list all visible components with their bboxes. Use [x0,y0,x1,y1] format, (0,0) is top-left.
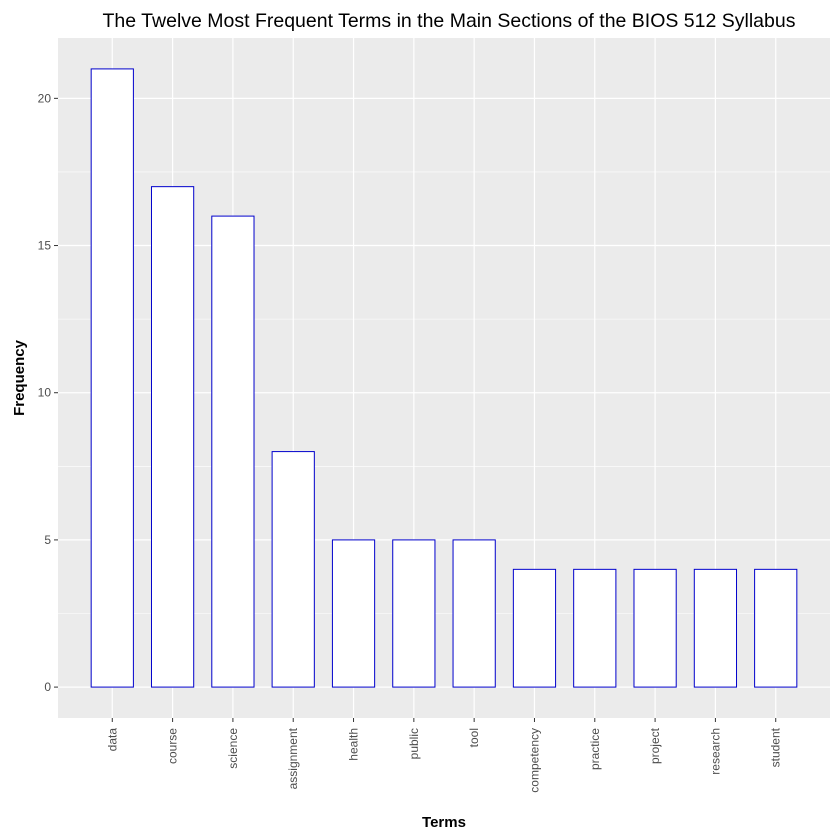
x-tick-label-course: course [166,728,180,764]
bar-project [633,568,677,688]
y-tick-label: 0 [44,680,51,694]
bar-course [150,186,195,688]
y-tick-label: 20 [38,91,52,105]
x-tick-label-data: data [105,728,119,752]
bar-student [754,568,798,688]
bar-health [331,539,376,688]
x-tick-label-public: public [407,728,421,759]
y-axis: 0 5 10 15 20 [38,91,58,694]
bars [90,68,798,688]
y-tick-label: 10 [38,386,52,400]
bar-public [392,539,436,688]
bar-research [693,568,738,688]
x-tick-label-student: student [769,727,783,767]
bar-practice [573,568,617,688]
x-tick-label-health: health [347,728,361,761]
x-tick-label-competency: competency [527,728,541,793]
y-tick-label: 15 [38,239,52,253]
bar-competency [512,568,557,688]
x-tick-label-practice: practice [588,728,602,770]
y-tick-label: 5 [44,533,51,547]
y-axis-title: Frequency [11,339,28,416]
x-axis: data course science assignment health public t… [105,718,783,793]
x-tick-label-assignment: assignment [286,727,300,789]
x-tick-label-project: project [648,727,662,764]
chart-title: The Twelve Most Frequent Terms in the Ma… [103,10,796,32]
bar-science [211,215,255,688]
bar-tool [452,539,496,688]
x-tick-label-research: research [708,728,722,775]
x-axis-title: Terms [422,814,466,831]
x-tick-label-science: science [226,728,240,769]
x-tick-label-tool: tool [467,728,481,747]
bar-data [90,68,134,688]
bar-assignment [271,451,315,688]
